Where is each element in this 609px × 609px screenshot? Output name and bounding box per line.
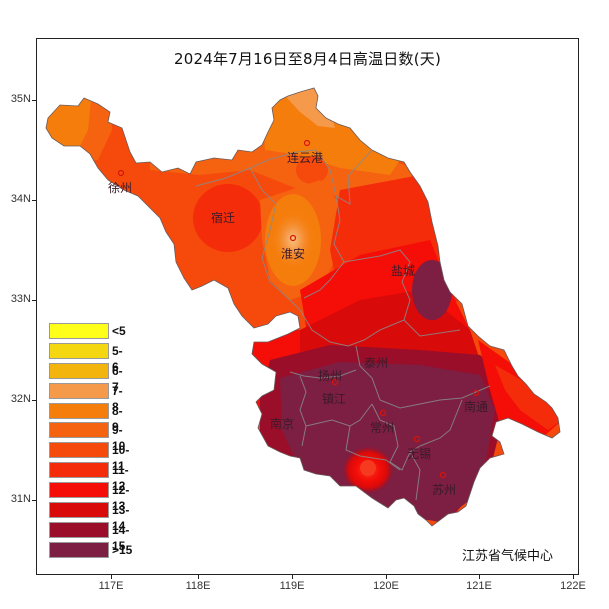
city-label-yancheng: 盐城 xyxy=(391,264,415,278)
lon-tick xyxy=(292,575,293,579)
city-label-lianyungang: 连云港 xyxy=(287,150,323,165)
legend-swatch xyxy=(49,462,109,479)
lon-label-122e: 122E xyxy=(560,580,586,592)
legend-swatch xyxy=(49,342,109,359)
legend-swatch xyxy=(49,442,109,459)
lat-label-32n: 32N xyxy=(10,393,31,405)
lon-label-117e: 117E xyxy=(98,580,124,592)
legend-swatch xyxy=(49,521,109,538)
lat-tick xyxy=(32,100,36,101)
legend-label: 12-13 xyxy=(112,483,130,514)
city-label-taizhou: 泰州 xyxy=(364,356,388,370)
legend-label: 10-11 xyxy=(112,443,130,474)
city-label-nantong: 南通 xyxy=(464,399,488,414)
city-label-yangzhou: 扬州 xyxy=(318,368,342,383)
map-title: 2024年7月16日至8月4日高温日数(天) xyxy=(174,50,441,68)
lon-tick xyxy=(573,575,574,579)
legend-label: 7-8 xyxy=(112,383,123,414)
legend-label: 14-15 xyxy=(112,522,130,553)
lat-label-31n: 31N xyxy=(10,493,31,505)
legend-swatch xyxy=(49,402,109,419)
lon-tick xyxy=(479,575,480,579)
lon-label-120e: 120E xyxy=(373,580,399,592)
lat-label-33n: 33N xyxy=(10,293,31,305)
lon-label-118e: 118E xyxy=(185,580,211,592)
city-label-wuxi: 无锡 xyxy=(407,446,431,461)
legend-label: 9-10 xyxy=(112,423,126,454)
legend-label: >15 xyxy=(112,542,133,557)
legend-label: 8-9 xyxy=(112,403,123,434)
city-label-xuzhou: 徐州 xyxy=(108,180,132,195)
legend-swatch xyxy=(49,482,109,499)
lat-label-34n: 34N xyxy=(10,193,31,205)
city-label-changzhou: 常州 xyxy=(370,421,394,435)
lat-tick xyxy=(32,400,36,401)
legend-swatch xyxy=(49,541,109,558)
city-label-zhenjiang: 镇江 xyxy=(322,392,346,406)
city-label-huaian: 淮安 xyxy=(281,246,305,261)
legend-label: 11-12 xyxy=(112,463,129,494)
lon-label-121e: 121E xyxy=(466,580,492,592)
city-markers xyxy=(117,139,480,479)
source-credit: 江苏省气候中心 xyxy=(462,549,554,564)
city-label-suzhou: 苏州 xyxy=(432,483,456,497)
city-boundaries xyxy=(195,149,491,501)
lon-tick xyxy=(111,575,112,579)
legend-swatch xyxy=(49,382,109,399)
lon-tick xyxy=(198,575,199,579)
legend-swatch xyxy=(49,502,109,519)
lat-tick xyxy=(32,300,36,301)
legend-swatch xyxy=(49,323,109,339)
city-label-suqian: 宿迁 xyxy=(211,210,235,225)
lon-label-119e: 119E xyxy=(279,580,305,592)
legend-label: 13-14 xyxy=(112,503,130,534)
lat-tick xyxy=(32,200,36,201)
lat-tick xyxy=(32,500,36,501)
legend-swatch xyxy=(49,422,109,439)
legend-label: 6-7 xyxy=(112,363,123,394)
lat-label-35n: 35N xyxy=(10,93,31,105)
city-label-nanjing: 南京 xyxy=(270,416,294,431)
legend-swatch xyxy=(49,362,109,379)
legend-label: <5 xyxy=(112,324,126,338)
map-frame xyxy=(36,38,579,575)
city-labels: 徐州 连云港 宿迁 淮安 盐城 扬州 泰州 镇江 南京 常州 南通 无锡 苏州 xyxy=(108,150,488,497)
legend-label: 5-6 xyxy=(112,343,123,374)
lon-tick xyxy=(386,575,387,579)
